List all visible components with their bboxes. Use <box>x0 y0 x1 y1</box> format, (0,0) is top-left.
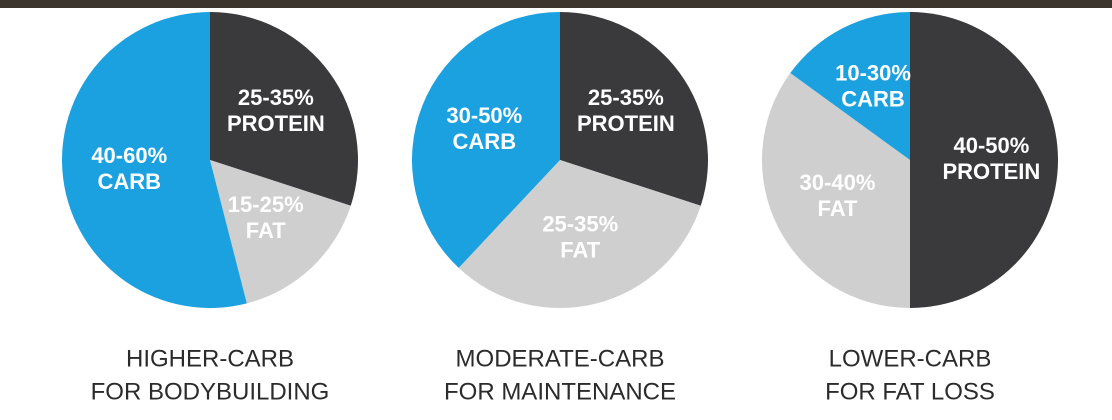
pie-caption: MODERATE-CARB <box>456 345 665 372</box>
pie-slice <box>210 160 351 304</box>
pie-caption: HIGHER-CARB <box>126 345 294 372</box>
slice-value-label: 30-50% <box>446 103 522 128</box>
slice-category-label: FAT <box>560 238 600 263</box>
pie-caption: FOR FAT LOSS <box>825 378 995 405</box>
slice-category-label: CARB <box>97 169 161 194</box>
slice-category-label: CARB <box>841 86 905 111</box>
pie-slice <box>458 160 701 308</box>
slice-value-label: 15-25% <box>228 192 304 217</box>
slice-category-label: FAT <box>818 196 858 221</box>
slice-value-label: 40-60% <box>91 143 167 168</box>
slice-category-label: CARB <box>453 129 517 154</box>
slice-value-label: 25-35% <box>238 85 314 110</box>
slice-value-label: 25-35% <box>588 85 664 110</box>
pie-slice <box>412 11 560 268</box>
pie-slice <box>910 12 1058 308</box>
top-strip <box>0 0 1112 8</box>
slice-value-label: 30-40% <box>800 170 876 195</box>
slice-category-label: FAT <box>246 218 286 243</box>
slice-category-label: PROTEIN <box>227 111 325 136</box>
pie-slice <box>762 73 910 308</box>
slice-value-label: 40-50% <box>953 133 1029 158</box>
pie-caption: LOWER-CARB <box>829 345 992 372</box>
slice-value-label: 25-35% <box>542 212 618 237</box>
slice-category-label: PROTEIN <box>577 111 675 136</box>
pie-caption: FOR MAINTENANCE <box>444 378 676 405</box>
pie-caption: FOR BODYBUILDING <box>91 378 330 405</box>
pie-slice <box>210 12 359 206</box>
slice-category-label: PROTEIN <box>943 159 1041 184</box>
pie-slice <box>62 12 247 308</box>
slice-value-label: 10-30% <box>835 60 911 85</box>
pie-slice <box>790 12 910 160</box>
pie-slice <box>560 12 708 206</box>
